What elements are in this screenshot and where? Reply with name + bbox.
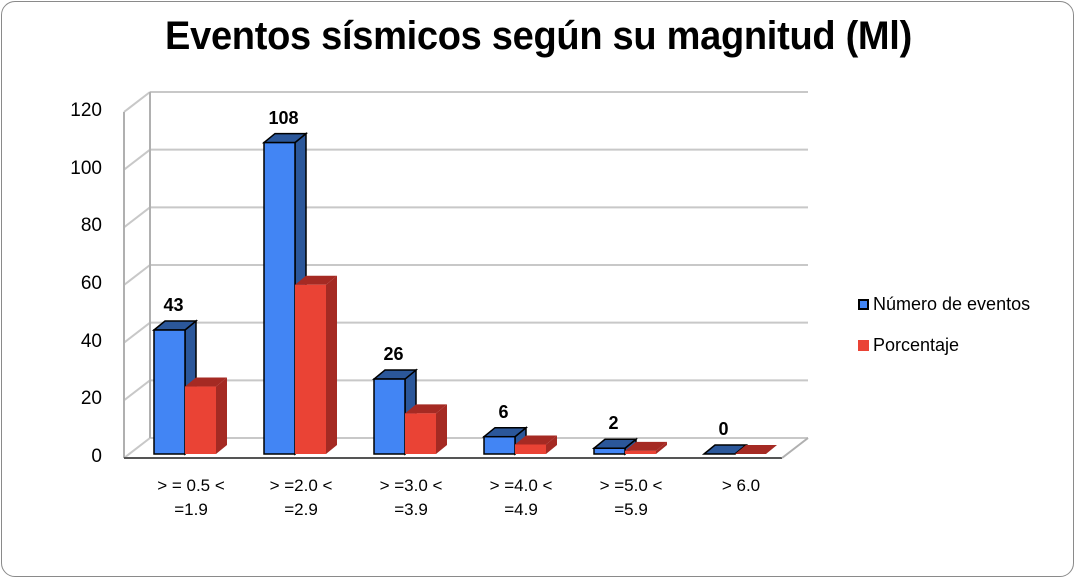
data-label: 26 <box>383 344 404 365</box>
x-axis-label: > 6.0 <box>721 476 761 495</box>
x-axis-label: > = 0.5 < =1.9 <box>157 476 225 519</box>
y-tick-label: 80 <box>80 215 102 237</box>
bar-front <box>515 444 546 454</box>
bar-front <box>373 378 406 455</box>
side-wall-gridline <box>123 91 151 113</box>
bar-top <box>295 275 337 285</box>
bar-front <box>295 284 326 454</box>
bar-top <box>735 445 777 454</box>
legend-label: Porcentaje <box>873 334 960 355</box>
legend: Número de eventos Porcentaje <box>858 292 1030 374</box>
x-axis-label: > =5.0 < =5.9 <box>599 476 663 519</box>
data-label: 2 <box>608 413 619 434</box>
side-wall-gridline <box>123 379 151 402</box>
bar-side <box>436 404 447 454</box>
side-wall-gridline <box>123 437 151 459</box>
legend-item-porcentaje[interactable]: Porcentaje <box>858 333 1030 357</box>
bar-front <box>483 435 516 455</box>
x-axis-label: > =2.0 < =2.9 <box>269 476 333 519</box>
bar-side <box>546 435 557 454</box>
floor-right-edge <box>781 437 809 459</box>
bar-side <box>656 441 667 454</box>
side-wall-gridline <box>123 148 151 171</box>
data-label: 6 <box>498 401 509 422</box>
legend-swatch-red-icon <box>858 339 869 351</box>
legend-swatch-blue-icon <box>858 298 869 310</box>
y-tick-label: 20 <box>80 388 102 410</box>
x-axis-label: > =3.0 < =3.9 <box>379 476 443 519</box>
legend-label: Número de eventos <box>873 293 1031 314</box>
bar-front <box>625 450 656 454</box>
bar-front <box>593 447 626 455</box>
bar-side <box>326 275 337 454</box>
bar-front <box>405 413 436 454</box>
legend-item-numero-eventos[interactable]: Número de eventos <box>858 292 1030 316</box>
side-wall-gridline <box>123 206 151 229</box>
side-wall-gridline <box>123 321 151 344</box>
side-wall-gridline <box>123 264 151 286</box>
y-tick-label: 0 <box>91 446 102 467</box>
data-label: 108 <box>268 107 299 128</box>
y-tick-label: 120 <box>70 100 102 121</box>
bar-top <box>625 441 667 451</box>
chart-title: Eventos sísmicos según su magnitud (Ml) <box>165 14 912 58</box>
y-tick-label: 40 <box>80 330 102 352</box>
bar-front <box>263 141 296 455</box>
bar-top <box>185 377 227 387</box>
bar-front <box>185 386 216 454</box>
data-label: 43 <box>163 295 184 316</box>
bar-top <box>515 435 557 445</box>
bar-top <box>405 404 447 414</box>
data-label: 0 <box>718 419 729 439</box>
y-tick-label: 100 <box>70 157 102 179</box>
y-tick-label: 60 <box>80 273 102 294</box>
x-axis-label: > =4.0 < =4.9 <box>489 476 553 519</box>
bar-front <box>153 329 186 455</box>
bar-side <box>216 377 227 454</box>
